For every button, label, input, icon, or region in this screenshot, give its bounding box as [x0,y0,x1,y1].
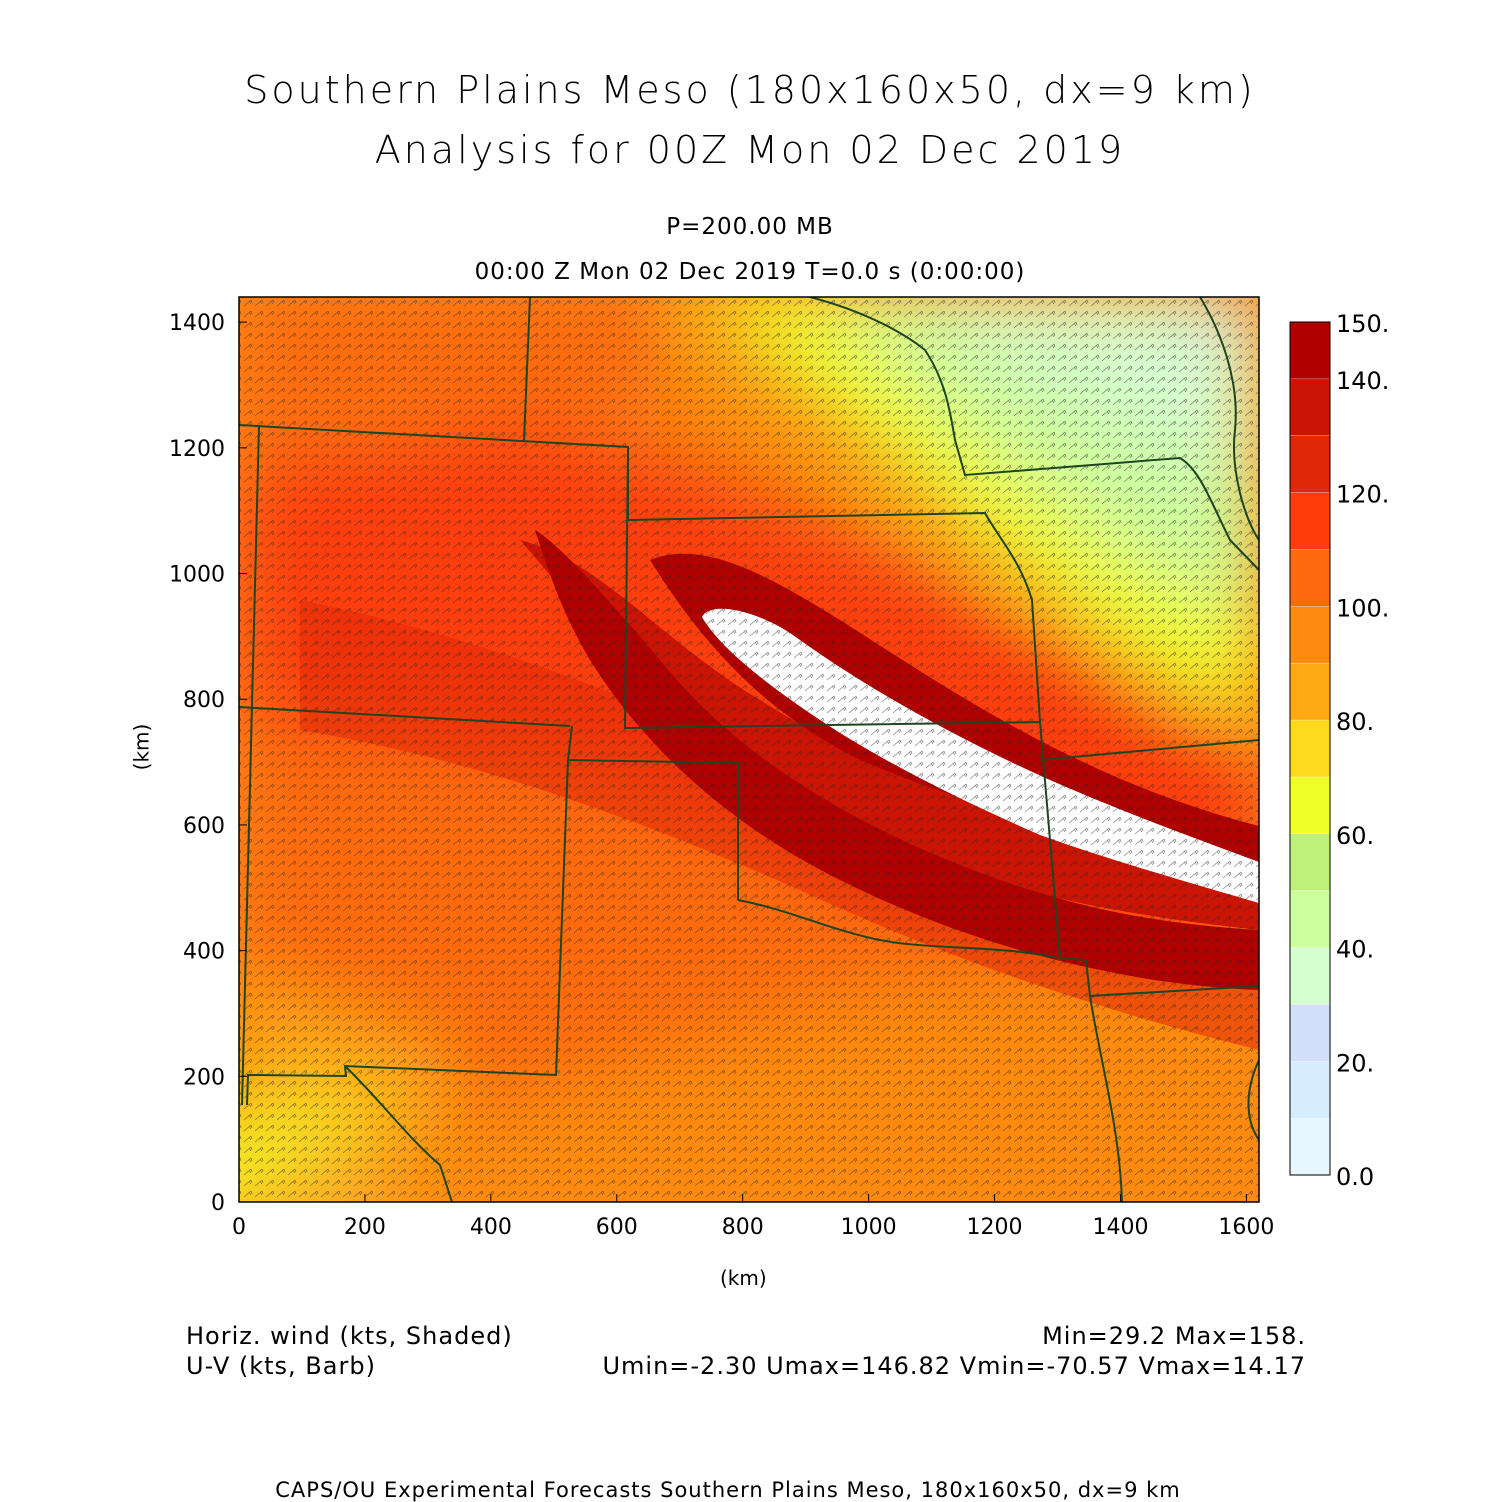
plot-frame [238,296,1260,1203]
colorbar-label: 0.0 [1336,1163,1374,1191]
colorbar-swatch [1290,833,1330,891]
x-tick-label: 0 [232,1215,246,1240]
x-tick-label: 1600 [1218,1215,1274,1240]
colorbar-label: 150. [1336,310,1389,338]
x-tick-label: 1000 [841,1215,897,1240]
x-axis-label: (km) [720,1266,767,1290]
colorbar-label: 20. [1336,1049,1374,1077]
title-line-1: Southern Plains Meso (180x160x50, dx=9 k… [244,68,1256,112]
colorbar-swatch [1290,1004,1330,1062]
colorbar-swatch [1290,1118,1330,1175]
colorbar-swatch [1290,720,1330,777]
colorbar-swatch [1290,890,1330,948]
colorbar-label: 140. [1336,367,1389,395]
y-tick-label: 800 [183,688,225,713]
x-tick-label: 800 [722,1215,764,1240]
wind-speed-shading [239,297,1259,1202]
x-tick-label: 1400 [1092,1215,1148,1240]
x-axis-ticks: 0 200 400 600 800 1000 1200 1400 1600 [232,1194,1274,1240]
colorbar-label: 100. [1336,594,1389,622]
colorbar-swatch [1290,322,1330,379]
legend-barb-field: U-V (kts, Barb) [186,1352,376,1380]
colorbar [1290,322,1330,1175]
colorbar-swatch [1290,492,1330,550]
y-tick-label: 200 [183,1065,225,1090]
y-tick-label: 1000 [169,563,225,588]
colorbar-swatch [1290,776,1330,834]
colorbar-label: 60. [1336,822,1374,850]
y-tick-label: 1400 [169,311,225,336]
title-line-2: Analysis for 00Z Mon 02 Dec 2019 [374,128,1126,172]
colorbar-label: 40. [1336,936,1374,964]
legend-uv-stats: Umin=-2.30 Umax=146.82 Vmin=-70.57 Vmax=… [602,1352,1306,1380]
state-boundaries [239,297,1259,1202]
colorbar-labels: 150. 140. 120. 100. 80. 60. 40. 20. 0.0 [1336,310,1389,1191]
y-tick-label: 1200 [169,437,225,462]
colorbar-swatch [1290,1061,1330,1119]
footer-credit: CAPS/OU Experimental Forecasts Southern … [275,1478,1181,1502]
colorbar-label: 80. [1336,708,1374,736]
colorbar-swatch [1290,435,1330,493]
colorbar-swatch [1290,663,1330,721]
colorbar-swatch [1290,549,1330,607]
colorbar-frame [1289,321,1331,1176]
x-tick-label: 200 [344,1215,386,1240]
y-axis-ticks: 0 200 400 600 800 1000 1200 1400 [169,311,247,1216]
pressure-level: P=200.00 MB [666,214,834,240]
colorbar-label: 120. [1336,481,1389,509]
y-tick-label: 600 [183,814,225,839]
x-tick-label: 1200 [967,1215,1023,1240]
valid-time: 00:00 Z Mon 02 Dec 2019 T=0.0 s (0:00:00… [474,259,1026,285]
x-tick-label: 600 [596,1215,638,1240]
y-tick-label: 400 [183,940,225,965]
y-axis-label: (km) [129,723,154,771]
colorbar-swatch [1290,606,1330,664]
colorbar-swatch [1290,378,1330,436]
legend-shaded-field: Horiz. wind (kts, Shaded) [186,1322,513,1350]
legend-min-max: Min=29.2 Max=158. [1042,1322,1306,1350]
y-tick-label: 0 [211,1191,225,1216]
x-tick-label: 400 [470,1215,512,1240]
colorbar-swatch [1290,947,1330,1005]
